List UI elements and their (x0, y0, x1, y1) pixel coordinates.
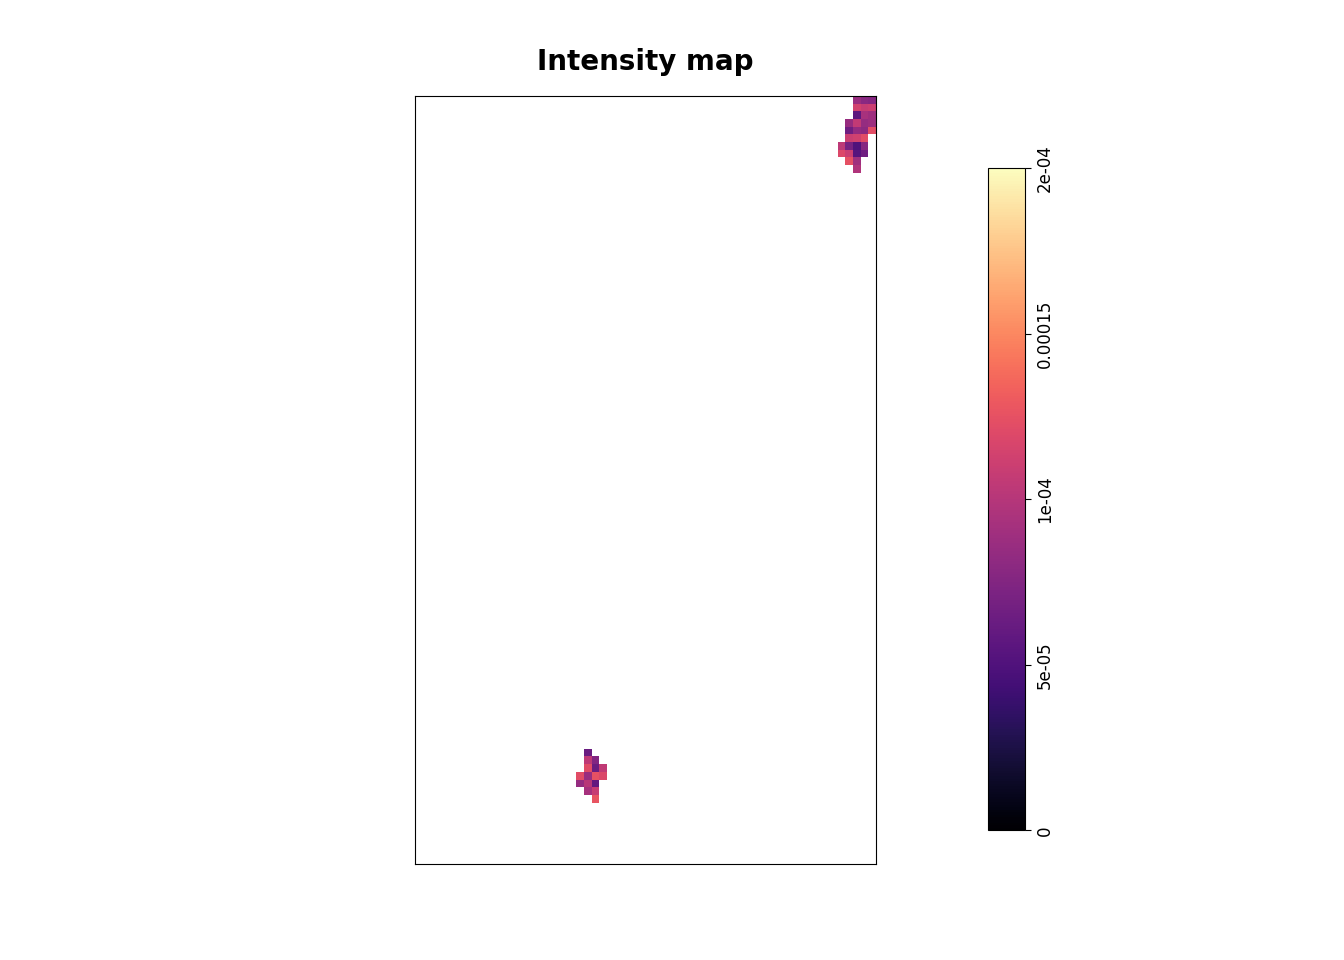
Text: Intensity map: Intensity map (536, 48, 754, 77)
